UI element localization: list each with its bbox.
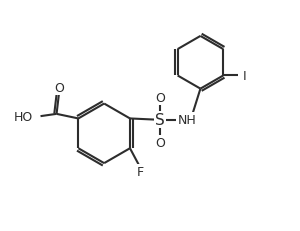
Text: NH: NH (177, 114, 196, 127)
Text: O: O (155, 136, 165, 149)
Text: I: I (242, 70, 246, 83)
Text: O: O (54, 82, 64, 94)
Text: HO: HO (14, 110, 33, 123)
Text: S: S (155, 112, 165, 128)
Text: O: O (155, 91, 165, 104)
Text: F: F (137, 166, 144, 179)
